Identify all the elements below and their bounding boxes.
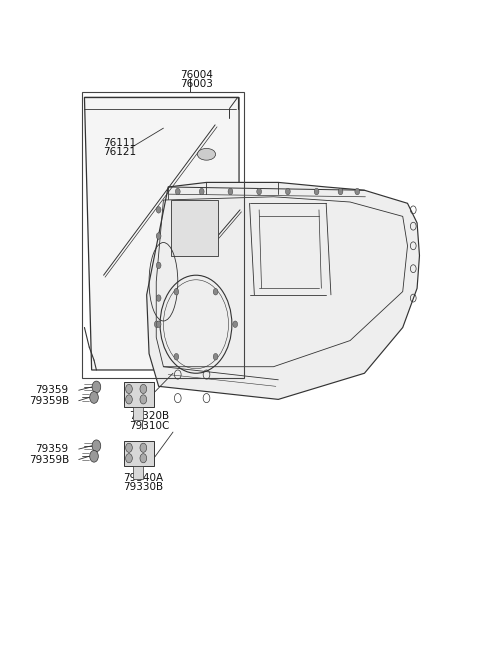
Circle shape xyxy=(156,321,161,328)
Circle shape xyxy=(355,188,360,195)
Text: 76121: 76121 xyxy=(104,147,137,157)
Circle shape xyxy=(156,295,161,301)
Circle shape xyxy=(314,188,319,195)
Circle shape xyxy=(140,443,147,453)
Circle shape xyxy=(228,188,233,195)
Text: 79359B: 79359B xyxy=(29,396,70,405)
Text: 76111: 76111 xyxy=(104,138,137,148)
Circle shape xyxy=(175,188,180,195)
Bar xyxy=(133,407,144,421)
Circle shape xyxy=(213,288,218,295)
Bar xyxy=(133,466,144,479)
Circle shape xyxy=(126,454,132,463)
Circle shape xyxy=(174,354,179,360)
Circle shape xyxy=(156,262,161,269)
Circle shape xyxy=(233,321,238,328)
Bar xyxy=(82,92,244,379)
Circle shape xyxy=(126,384,132,394)
Circle shape xyxy=(90,451,98,462)
Circle shape xyxy=(286,188,290,195)
Polygon shape xyxy=(147,182,420,400)
Circle shape xyxy=(156,233,161,239)
Circle shape xyxy=(199,188,204,195)
Text: 79359B: 79359B xyxy=(29,455,70,464)
Circle shape xyxy=(126,443,132,453)
Circle shape xyxy=(156,206,161,213)
Circle shape xyxy=(126,395,132,404)
Bar xyxy=(124,441,154,466)
Ellipse shape xyxy=(197,149,216,160)
Circle shape xyxy=(140,454,147,463)
Text: 79330B: 79330B xyxy=(123,482,163,492)
Text: 76004: 76004 xyxy=(180,70,214,80)
Text: 79310C: 79310C xyxy=(129,421,169,430)
Circle shape xyxy=(92,381,101,393)
Bar xyxy=(170,200,218,255)
Text: 79320B: 79320B xyxy=(129,411,169,421)
Circle shape xyxy=(213,354,218,360)
Polygon shape xyxy=(84,98,239,370)
Circle shape xyxy=(140,395,147,404)
Circle shape xyxy=(174,288,179,295)
Bar xyxy=(124,383,154,407)
Text: 76003: 76003 xyxy=(180,79,214,89)
Text: 79340A: 79340A xyxy=(123,473,163,483)
Text: 79359: 79359 xyxy=(35,385,68,395)
Circle shape xyxy=(257,188,262,195)
Circle shape xyxy=(338,188,343,195)
Text: 79359: 79359 xyxy=(35,444,68,454)
Circle shape xyxy=(140,384,147,394)
Circle shape xyxy=(155,321,159,328)
Circle shape xyxy=(90,392,98,403)
Circle shape xyxy=(92,440,101,452)
